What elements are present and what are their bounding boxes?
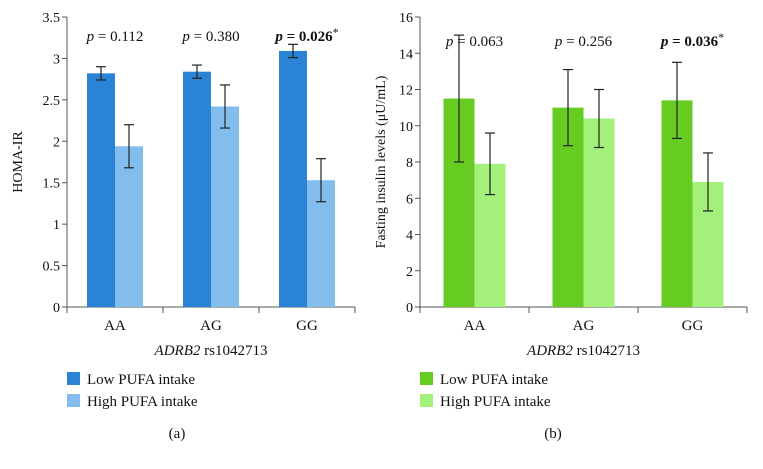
- panel-label: (a): [169, 426, 186, 442]
- y-axis-label: Fasting insulin levels (μU/mL): [374, 75, 389, 248]
- p-value-annotation: p = 0.036*: [659, 30, 724, 50]
- x-category-label: AA: [464, 318, 486, 334]
- y-tick-label: 10: [399, 120, 413, 135]
- x-category-label: AA: [104, 318, 126, 334]
- y-tick-label: 16: [399, 11, 413, 26]
- y-tick-label: 6: [406, 192, 413, 207]
- legend-label: High PUFA intake: [87, 394, 198, 410]
- bar-high-pufa-intake-AA: [115, 146, 143, 307]
- bar-low-pufa-intake-AG: [183, 71, 211, 307]
- chart-panel-1: 0 0.5 1 1.5 2 2.5 3 3.5 HOMA-IR AA p = 0.112 AG p = …: [11, 11, 356, 442]
- legend-label: High PUFA intake: [440, 394, 551, 410]
- x-axis-label: ADRB2 rs1042713: [154, 343, 268, 359]
- y-tick-label: 0: [406, 301, 413, 316]
- p-value-annotation: p = 0.380: [181, 29, 239, 45]
- p-value-annotation: p = 0.063: [445, 34, 503, 50]
- bar-high-pufa-intake-AG: [211, 106, 239, 307]
- y-tick-label: 3.5: [43, 11, 61, 26]
- p-value-annotation: p = 0.256: [554, 34, 613, 50]
- legend-swatch: [67, 394, 80, 407]
- legend-label: Low PUFA intake: [87, 372, 195, 388]
- y-tick-label: 3: [53, 52, 60, 67]
- legend-swatch: [420, 372, 433, 385]
- y-tick-label: 0.5: [43, 260, 61, 275]
- p-value-annotation: p = 0.112: [86, 29, 144, 45]
- y-tick-label: 0: [53, 301, 60, 316]
- p-value-annotation: p = 0.026*: [273, 25, 338, 45]
- y-tick-label: 12: [399, 84, 413, 99]
- x-category-label: AG: [200, 318, 222, 334]
- y-tick-label: 1.5: [43, 177, 61, 192]
- x-category-label: GG: [296, 318, 318, 334]
- y-tick-label: 2: [406, 265, 413, 280]
- chart-panel-2: 0 2 4 6 8 10 12 14 16 Fasting insulin levels (μU/…: [374, 11, 748, 442]
- x-category-label: AG: [573, 318, 595, 334]
- y-tick-label: 1: [53, 218, 60, 233]
- x-category-label: GG: [682, 318, 704, 334]
- y-tick-label: 8: [406, 156, 413, 171]
- bar-high-pufa-intake-AG: [583, 118, 615, 307]
- y-tick-label: 2: [53, 135, 60, 150]
- legend-swatch: [420, 394, 433, 407]
- y-tick-label: 2.5: [43, 94, 61, 109]
- legend-label: Low PUFA intake: [440, 372, 548, 388]
- bar-low-pufa-intake-AA: [87, 73, 115, 307]
- legend-swatch: [67, 372, 80, 385]
- x-axis-label: ADRB2 rs1042713: [526, 343, 640, 359]
- y-axis-label: HOMA-IR: [11, 131, 26, 193]
- y-tick-label: 4: [406, 229, 413, 244]
- bar-low-pufa-intake-GG: [279, 50, 307, 307]
- panel-label: (b): [544, 426, 562, 442]
- y-tick-label: 14: [399, 47, 413, 62]
